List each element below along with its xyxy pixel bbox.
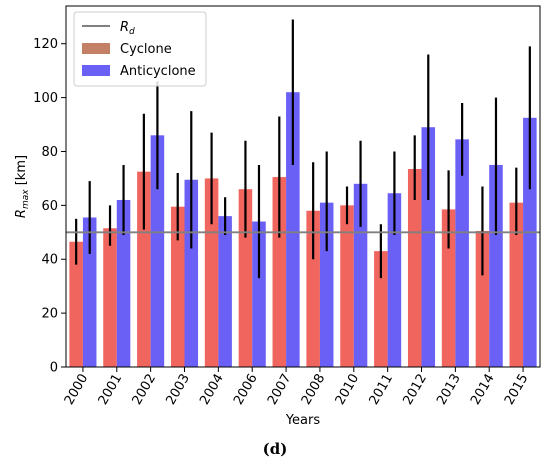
legend-anticyclone-label: Anticyclone	[120, 64, 196, 79]
y-tick-label-100: 100	[33, 91, 58, 106]
bar-anticyclone-2001	[116, 199, 131, 367]
bar-cyclone-2007	[272, 177, 287, 367]
x-tick-label-2006: 2006	[231, 372, 261, 408]
x-tick-label-2007: 2007	[265, 372, 295, 408]
bar-cyclone-2003	[170, 206, 185, 367]
legend-cyclone-label: Cyclone	[120, 42, 172, 57]
legend-cyclone-swatch	[82, 43, 110, 54]
bar-cyclone-2012	[407, 168, 422, 367]
bar-anticyclone-2006	[252, 221, 266, 367]
x-tick-label-2011: 2011	[367, 372, 397, 408]
bar-cyclone-2001	[103, 228, 117, 367]
bar-cyclone-2004	[204, 178, 219, 367]
x-tick-label-2012: 2012	[400, 372, 430, 408]
bar-anticyclone-2000	[82, 217, 97, 367]
bar-cyclone-2000	[69, 241, 83, 367]
bar-cyclone-2011	[374, 251, 388, 367]
y-tick-label-0: 0	[50, 361, 58, 376]
bar-cyclone-2013	[441, 209, 456, 367]
bar-anticyclone-2014	[489, 164, 503, 367]
x-tick-label-2003: 2003	[163, 372, 193, 408]
bar-cyclone-2015	[509, 202, 524, 367]
plot-area	[65, 5, 541, 368]
y-tick-label-120: 120	[33, 37, 58, 52]
bar-anticyclone-2008	[319, 202, 334, 367]
bar-anticyclone-2003	[184, 179, 199, 367]
x-tick-label-2014: 2014	[468, 372, 498, 408]
bar-anticyclone-2004	[218, 216, 232, 367]
x-tick-label-2000: 2000	[62, 372, 92, 408]
bar-cyclone-2006	[238, 189, 253, 367]
bar-anticyclone-2010	[353, 183, 368, 367]
panel-label: (d)	[262, 440, 288, 458]
bar-cyclone-2008	[306, 210, 320, 367]
bar-anticyclone-2013	[455, 139, 469, 367]
bar-anticyclone-2015	[523, 117, 537, 367]
x-tick-label-2001: 2001	[96, 372, 126, 408]
y-axis-label: Rmax [km]	[14, 155, 31, 218]
bars	[69, 92, 537, 367]
error-bars	[75, 19, 531, 279]
chart: 0 20 40 60 80 100 120 2000 2001 2002 2003 2004 2006…	[14, 5, 541, 428]
bar-anticyclone-2007	[286, 92, 300, 367]
y-tick-label-80: 80	[41, 145, 58, 160]
legend: Rd Cyclone Anticyclone	[73, 11, 207, 87]
bar-cyclone-2010	[340, 205, 354, 367]
bar-anticyclone-2012	[421, 127, 436, 367]
x-tick-label-2002: 2002	[130, 372, 160, 408]
x-tick-label-2004: 2004	[197, 372, 227, 408]
x-axis-label: Years	[285, 413, 321, 428]
y-tick-label-60: 60	[41, 199, 58, 214]
x-tick-label-2010: 2010	[333, 372, 363, 408]
x-tick-label-2008: 2008	[299, 372, 329, 408]
x-tick-label-2015: 2015	[502, 372, 532, 408]
y-axis: 0 20 40 60 80 100 120	[33, 37, 66, 376]
y-tick-label-40: 40	[41, 253, 58, 268]
bar-cyclone-2002	[137, 171, 151, 367]
bar-anticyclone-2011	[387, 193, 402, 367]
bar-anticyclone-2002	[150, 135, 165, 367]
legend-anticyclone-swatch	[82, 65, 110, 76]
y-tick-label-20: 20	[41, 307, 58, 322]
x-tick-label-2013: 2013	[434, 372, 464, 408]
x-axis: 2000 2001 2002 2003 2004 2006 2007 2008 2010 2011…	[62, 367, 532, 408]
bar-cyclone-2014	[475, 230, 490, 367]
legend-rd-label: Rd	[120, 20, 135, 37]
